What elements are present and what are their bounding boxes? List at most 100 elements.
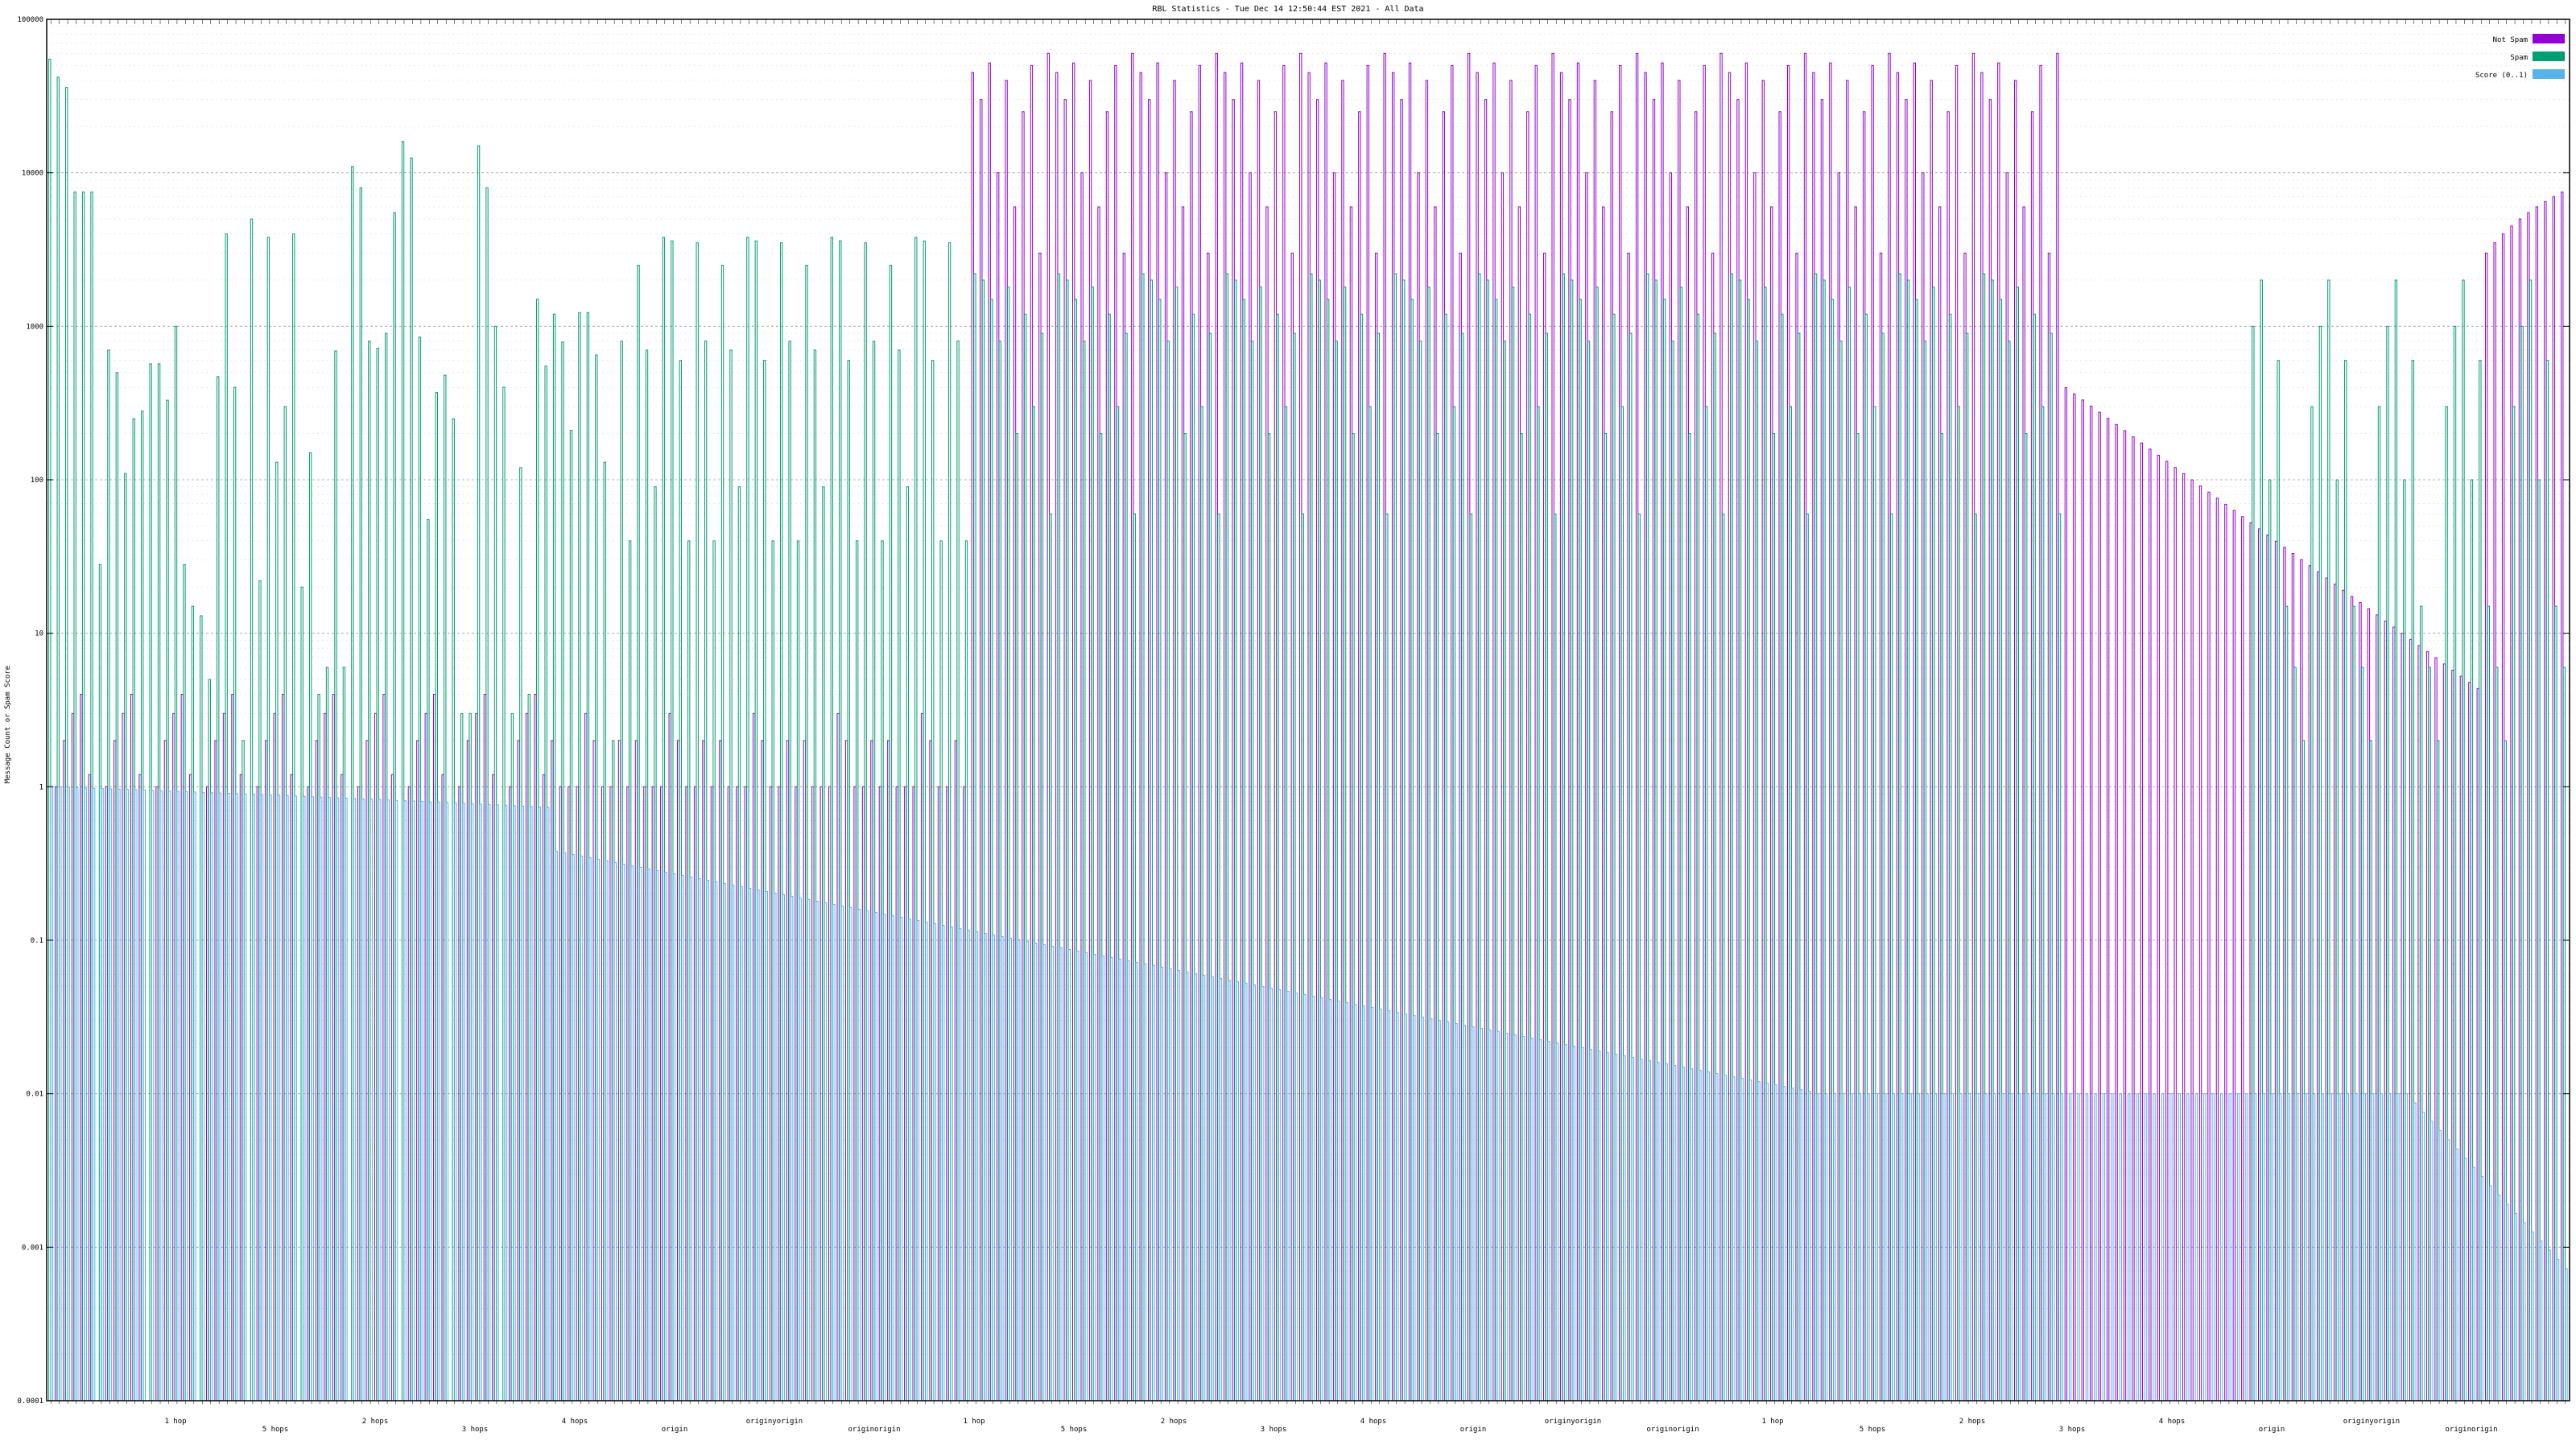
bar-not-spam — [2376, 614, 2379, 1402]
bar-score — [2295, 1093, 2299, 1402]
bar-spam — [351, 166, 354, 1402]
bar-not-spam — [1349, 206, 1353, 1402]
x-category-label: originyorigin — [2343, 1418, 2400, 1426]
legend-label: Score (0..1) — [2475, 72, 2528, 80]
bar-spam — [1957, 406, 1960, 1402]
bar-spam — [889, 264, 893, 1402]
bar-not-spam — [1559, 72, 1563, 1402]
x-category-label: 5 hops — [1860, 1426, 1886, 1434]
bar-spam — [1823, 279, 1826, 1402]
bar-not-spam — [753, 712, 756, 1402]
bar-spam — [1587, 341, 1591, 1402]
bar-not-spam — [1534, 64, 1538, 1402]
bar-spam — [1721, 513, 1725, 1402]
bar-score — [1009, 938, 1012, 1402]
bar-spam — [536, 299, 539, 1402]
bar-not-spam — [2300, 559, 2303, 1402]
bar-spam — [2436, 740, 2440, 1402]
bar-not-spam — [2510, 225, 2513, 1402]
bar-not-spam — [2518, 218, 2522, 1402]
bar-spam — [737, 486, 741, 1402]
bar-not-spam — [1744, 62, 1748, 1402]
bar-not-spam — [2140, 442, 2144, 1402]
bar-spam — [1781, 313, 1784, 1402]
bar-score — [176, 791, 180, 1402]
bar-spam — [1427, 287, 1430, 1402]
bar-score — [369, 799, 374, 1402]
bar-not-spam — [1315, 99, 1319, 1402]
bar-not-spam — [2384, 620, 2388, 1402]
bar-spam — [586, 312, 590, 1402]
bar-score — [874, 911, 877, 1402]
bar-score — [2102, 1093, 2106, 1402]
x-category-label: 2 hops — [1161, 1418, 1187, 1426]
bar-spam — [1259, 287, 1262, 1402]
bar-score — [1101, 956, 1104, 1402]
bar-not-spam — [1055, 72, 1059, 1402]
bar-spam — [208, 679, 211, 1402]
bar-spam — [2293, 667, 2297, 1402]
bar-not-spam — [2132, 436, 2135, 1402]
bar-score — [2043, 1093, 2046, 1402]
bar-not-spam — [904, 786, 907, 1402]
bar-spam — [898, 349, 901, 1402]
bar-score — [2396, 1093, 2400, 1402]
bar-not-spam — [1711, 252, 1715, 1402]
bar-score — [1404, 1013, 1407, 1402]
bar-score — [1513, 1034, 1517, 1402]
bar-not-spam — [2442, 663, 2446, 1402]
bar-spam — [401, 141, 405, 1402]
bar-not-spam — [114, 740, 117, 1402]
bar-spam — [2360, 667, 2364, 1402]
x-category-label: 5 hops — [262, 1426, 289, 1434]
bar-spam — [1645, 273, 1649, 1402]
bar-not-spam — [1610, 111, 1613, 1402]
bar-score — [580, 855, 584, 1402]
bar-not-spam — [1997, 62, 2000, 1402]
bar-not-spam — [769, 786, 773, 1402]
bar-not-spam — [1013, 206, 1017, 1402]
bar-spam — [2016, 287, 2019, 1402]
bar-spam — [266, 237, 270, 1402]
bar-score — [1657, 1062, 1660, 1402]
x-category-label: 1 hop — [1761, 1418, 1783, 1426]
bar-score — [84, 787, 87, 1402]
x-category-label: 2 hops — [362, 1418, 389, 1426]
bar-not-spam — [1652, 99, 1656, 1402]
bar-not-spam — [2434, 657, 2438, 1402]
bar-score — [1118, 959, 1121, 1402]
bar-score — [1387, 1010, 1391, 1402]
bar-spam — [107, 349, 110, 1402]
bar-score — [109, 788, 113, 1402]
bar-spam — [300, 586, 303, 1402]
bar-spam — [1831, 299, 1835, 1402]
bar-spam — [460, 712, 464, 1402]
bar-spam — [628, 540, 632, 1402]
x-category-label: originorigin — [2445, 1426, 2497, 1434]
bar-spam — [410, 157, 413, 1402]
bar-score — [613, 861, 617, 1402]
bar-spam — [1730, 273, 1733, 1402]
bar-score — [1816, 1093, 1819, 1402]
bar-spam — [939, 540, 943, 1402]
bar-not-spam — [1913, 62, 1917, 1402]
bar-spam — [779, 242, 783, 1402]
bar-score — [2262, 1093, 2265, 1402]
bar-spam — [1125, 332, 1128, 1402]
bar-spam — [864, 242, 867, 1402]
bar-not-spam — [1046, 52, 1051, 1402]
bar-not-spam — [2005, 172, 2008, 1402]
bar-score — [1572, 1046, 1575, 1402]
bar-spam — [2504, 740, 2507, 1402]
bar-score — [2304, 1093, 2307, 1402]
bar-not-spam — [2527, 212, 2530, 1402]
bar-not-spam — [2342, 589, 2345, 1402]
bar-spam — [956, 341, 960, 1402]
bar-score — [882, 913, 886, 1402]
bar-score — [1606, 1052, 1609, 1402]
bar-score — [1345, 1002, 1348, 1402]
bar-score — [2565, 1268, 2568, 1402]
bar-score — [958, 928, 962, 1402]
bar-score — [479, 803, 482, 1402]
